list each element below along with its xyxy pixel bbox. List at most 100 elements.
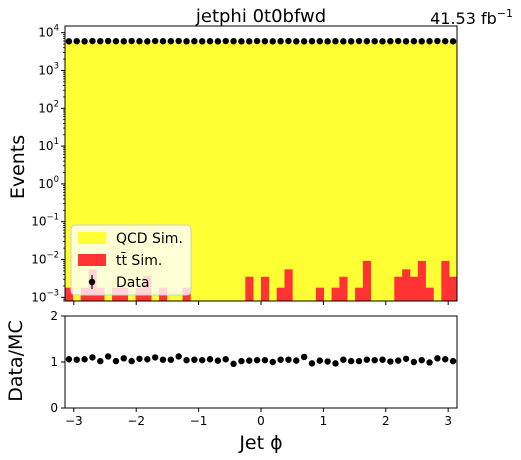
ttbar-bar xyxy=(276,287,285,301)
ratio-point xyxy=(136,355,143,362)
qcd-bar xyxy=(417,41,427,262)
qcd-bar xyxy=(370,41,380,301)
data-point xyxy=(347,38,355,45)
luminosity-value: 41.53 fb xyxy=(430,9,497,28)
data-point xyxy=(285,37,292,45)
ratio-point xyxy=(402,355,410,362)
ratio-point xyxy=(89,354,96,361)
ttbar-bar xyxy=(284,269,293,301)
ratio-point xyxy=(371,356,378,364)
ratio-point xyxy=(81,356,88,363)
ttbar-bar xyxy=(425,287,434,301)
y-tick-label: 104 xyxy=(38,24,59,40)
qcd-bar xyxy=(65,41,74,289)
ttbar-bar xyxy=(362,260,372,301)
luminosity-exponent: −1 xyxy=(497,7,513,20)
qcd-bar xyxy=(119,41,129,289)
x-axis-label: Jet ϕ xyxy=(238,432,282,454)
ratio-point xyxy=(151,354,159,361)
legend-marker xyxy=(88,278,96,286)
y-tick-label: 102 xyxy=(38,99,59,115)
x-tick-label: 0 xyxy=(257,414,265,428)
data-point xyxy=(253,37,261,45)
qcd-bar xyxy=(96,41,105,289)
qcd-bar xyxy=(308,41,317,301)
ratio-point xyxy=(65,356,73,363)
qcd-bar xyxy=(80,41,90,289)
qcd-bar xyxy=(347,41,356,301)
y-tick-label: 10−2 xyxy=(31,251,59,267)
data-point xyxy=(104,37,112,45)
ratio-y-tick-label: 1 xyxy=(50,355,58,369)
ratio-point xyxy=(183,356,190,364)
ttbar-bar xyxy=(394,276,403,301)
ratio-point xyxy=(120,355,128,362)
data-point xyxy=(308,37,316,45)
qcd-bar xyxy=(213,41,223,301)
ratio-point xyxy=(308,360,316,367)
ttbar-bar xyxy=(441,260,450,301)
qcd-bar xyxy=(386,41,395,301)
ratio-point xyxy=(73,356,80,363)
data-point xyxy=(426,37,433,45)
ttbar-bar xyxy=(315,287,325,301)
data-point xyxy=(355,37,363,45)
chart-title: jetphi 0t0bfwd xyxy=(195,6,326,27)
x-tick-label: −2 xyxy=(127,414,145,428)
ratio-point xyxy=(347,357,355,365)
qcd-bar xyxy=(339,41,348,278)
qcd-bar xyxy=(190,41,199,301)
data-point xyxy=(206,37,214,45)
qcd-bar xyxy=(143,41,152,277)
ratio-point xyxy=(230,360,237,368)
ttbar-bar xyxy=(409,276,419,301)
qcd-bar xyxy=(449,41,457,278)
qcd-bar xyxy=(292,41,301,301)
qcd-bar xyxy=(182,41,192,289)
ratio-point xyxy=(426,359,433,366)
qcd-bar xyxy=(284,41,293,270)
data-point xyxy=(442,37,449,45)
ttbar-bar xyxy=(339,276,348,301)
qcd-bar xyxy=(402,41,411,270)
ratio-point xyxy=(159,356,167,363)
data-point xyxy=(293,38,300,45)
qcd-bar xyxy=(441,41,450,262)
qcd-bar xyxy=(206,41,215,301)
qcd-bar xyxy=(276,41,286,289)
ratio-point xyxy=(363,356,371,363)
data-point xyxy=(214,38,222,45)
qcd-bar xyxy=(151,41,160,301)
qcd-bar xyxy=(166,41,176,301)
ratio-point xyxy=(206,356,214,363)
qcd-bar xyxy=(331,41,340,289)
ttbar-bar xyxy=(261,276,270,301)
legend-label: QCD Sim. xyxy=(116,231,183,247)
data-point xyxy=(89,37,96,45)
ratio-point xyxy=(253,356,261,364)
ratio-point xyxy=(238,357,245,365)
data-point xyxy=(324,38,331,45)
ratio-point xyxy=(324,358,331,365)
y-tick-label: 10−3 xyxy=(31,288,59,304)
legend-swatch xyxy=(78,232,106,244)
data-point xyxy=(238,38,245,45)
legend-swatch xyxy=(78,254,106,266)
ratio-point xyxy=(246,357,253,364)
data-point xyxy=(65,38,73,45)
ratio-point xyxy=(387,358,394,365)
qcd-bar xyxy=(315,41,325,289)
ttbar-bar xyxy=(65,287,74,301)
x-tick-label: 1 xyxy=(320,414,328,428)
data-point xyxy=(128,37,135,45)
y-tick-label: 103 xyxy=(38,61,59,77)
qcd-bar xyxy=(261,41,270,278)
x-tick-label: −1 xyxy=(190,414,208,428)
data-point xyxy=(97,37,104,45)
data-point xyxy=(332,37,339,45)
data-point xyxy=(300,38,308,45)
ratio-point xyxy=(214,357,222,364)
ratio-point xyxy=(285,356,292,363)
qcd-bar xyxy=(88,41,97,270)
qcd-bar xyxy=(237,41,246,301)
